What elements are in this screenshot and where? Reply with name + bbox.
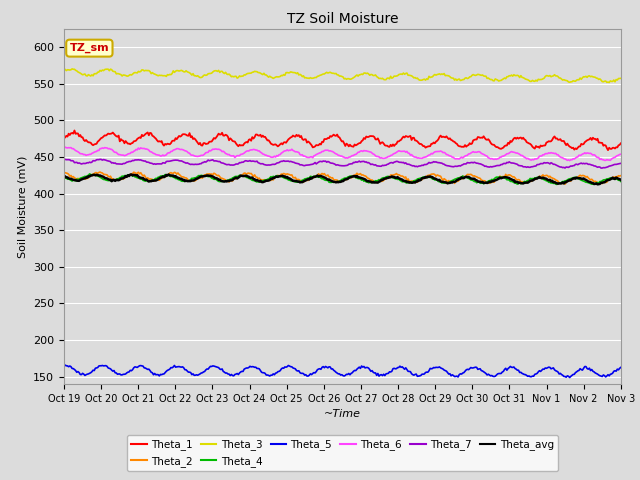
Theta_2	[296, 178, 304, 183]
X-axis label: ~Time: ~Time	[324, 409, 361, 419]
Theta_6	[568, 157, 576, 163]
Theta_5	[470, 365, 478, 371]
Theta_7	[295, 161, 303, 167]
Theta_4	[60, 175, 68, 180]
Theta_4	[296, 179, 304, 184]
Theta_3	[470, 72, 478, 78]
Theta_3	[60, 67, 68, 73]
Theta_2	[399, 174, 407, 180]
Y-axis label: Soil Moisture (mV): Soil Moisture (mV)	[17, 155, 28, 258]
Theta_2	[617, 173, 625, 179]
Theta_6	[234, 153, 242, 158]
Theta_2	[234, 175, 242, 180]
Line: Theta_3: Theta_3	[64, 69, 621, 83]
Theta_avg	[617, 177, 625, 183]
Theta_4	[617, 179, 625, 184]
Theta_5	[568, 372, 576, 378]
Theta_3	[234, 74, 242, 80]
Theta_1	[70, 128, 78, 133]
Theta_5	[566, 374, 573, 380]
Theta_2	[373, 179, 381, 185]
Theta_1	[470, 137, 478, 143]
Theta_5	[399, 365, 407, 371]
Theta_3	[399, 70, 407, 76]
Line: Theta_6: Theta_6	[64, 147, 621, 160]
Theta_7	[60, 156, 68, 162]
Theta_avg	[594, 181, 602, 187]
Theta_4	[234, 173, 242, 179]
Theta_6	[373, 154, 381, 159]
Theta_3	[68, 66, 76, 72]
Theta_6	[61, 144, 69, 150]
Theta_7	[566, 164, 573, 169]
Theta_5	[60, 363, 68, 369]
Theta_5	[373, 372, 381, 378]
Theta_5	[61, 362, 69, 368]
Theta_6	[470, 149, 478, 155]
Theta_avg	[60, 173, 68, 179]
Theta_1	[617, 141, 625, 146]
Theta_avg	[296, 180, 304, 185]
Theta_1	[234, 144, 242, 149]
Theta_2	[561, 181, 569, 187]
Theta_7	[234, 161, 241, 167]
Theta_7	[617, 160, 625, 166]
Theta_6	[296, 152, 304, 157]
Theta_4	[399, 179, 407, 184]
Theta_2	[96, 169, 104, 175]
Theta_7	[597, 165, 605, 171]
Theta_1	[373, 137, 381, 143]
Theta_avg	[470, 176, 478, 181]
Theta_avg	[399, 178, 407, 184]
Theta_1	[399, 134, 407, 140]
Theta_4	[567, 176, 575, 181]
Legend: Theta_1, Theta_2, Theta_3, Theta_4, Theta_5, Theta_6, Theta_7, Theta_avg: Theta_1, Theta_2, Theta_3, Theta_4, Thet…	[127, 435, 558, 471]
Line: Theta_2: Theta_2	[64, 172, 621, 184]
Theta_1	[296, 134, 304, 140]
Line: Theta_1: Theta_1	[64, 131, 621, 150]
Theta_avg	[373, 180, 381, 185]
Line: Theta_7: Theta_7	[64, 159, 621, 168]
Theta_6	[617, 151, 625, 157]
Line: Theta_4: Theta_4	[64, 174, 621, 184]
Theta_5	[296, 370, 304, 375]
Theta_5	[234, 372, 242, 377]
Title: TZ Soil Moisture: TZ Soil Moisture	[287, 12, 398, 26]
Theta_4	[590, 181, 598, 187]
Theta_1	[567, 144, 575, 150]
Theta_7	[399, 160, 406, 166]
Text: TZ_sm: TZ_sm	[70, 43, 109, 53]
Theta_3	[617, 75, 625, 81]
Theta_3	[373, 74, 381, 80]
Theta_2	[568, 176, 576, 181]
Theta_4	[373, 178, 381, 184]
Theta_7	[469, 160, 477, 166]
Theta_1	[604, 147, 612, 153]
Theta_1	[60, 134, 68, 140]
Theta_7	[372, 162, 380, 168]
Theta_avg	[234, 175, 242, 180]
Theta_3	[567, 79, 575, 84]
Line: Theta_5: Theta_5	[64, 365, 621, 377]
Theta_4	[470, 179, 478, 184]
Theta_6	[566, 157, 573, 163]
Theta_6	[399, 148, 407, 154]
Theta_3	[296, 72, 304, 77]
Theta_avg	[567, 177, 575, 183]
Theta_2	[60, 170, 68, 176]
Theta_3	[605, 80, 613, 85]
Theta_4	[86, 171, 93, 177]
Theta_2	[470, 173, 478, 179]
Theta_5	[617, 364, 625, 370]
Theta_avg	[127, 172, 135, 178]
Line: Theta_avg: Theta_avg	[64, 175, 621, 184]
Theta_6	[60, 145, 68, 151]
